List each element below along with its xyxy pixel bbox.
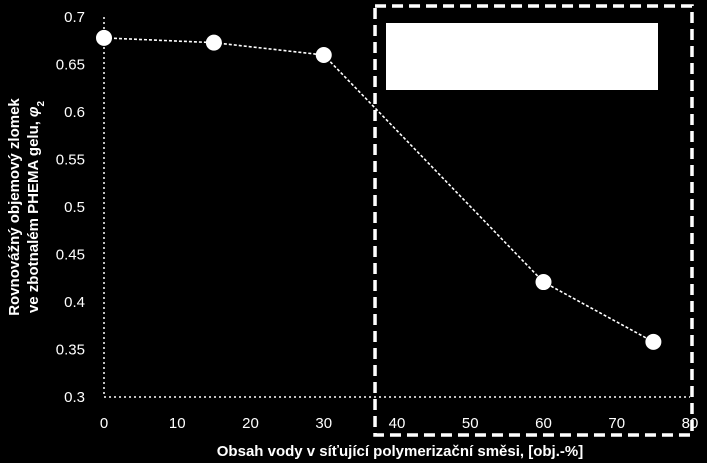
data-point bbox=[645, 333, 662, 350]
y-axis-title-line2-text: ve zbotnalém PHEMA gelu, bbox=[25, 121, 42, 313]
y-tick-label: 0.55 bbox=[56, 152, 85, 169]
data-point bbox=[315, 47, 332, 63]
highlight-region bbox=[373, 4, 694, 437]
y-axis-title-line2: ve zbotnalém PHEMA gelu, φ2 bbox=[25, 101, 47, 314]
x-tick-label: 0 bbox=[100, 415, 108, 432]
legend-placeholder-box bbox=[386, 23, 658, 90]
x-tick-label: 10 bbox=[169, 415, 186, 432]
x-tick-label: 50 bbox=[462, 415, 479, 432]
data-point bbox=[535, 274, 552, 291]
y-tick-label: 0.35 bbox=[56, 342, 85, 359]
y-tick-label: 0.7 bbox=[64, 9, 85, 26]
x-tick-label: 80 bbox=[682, 415, 699, 432]
x-tick-label: 30 bbox=[315, 415, 332, 432]
y-tick-label: 0.5 bbox=[64, 199, 85, 216]
y-tick-label: 0.65 bbox=[56, 57, 85, 74]
y-axis-title-line1: Rovnovážný objemový zlomek bbox=[6, 98, 23, 316]
x-tick-label: 60 bbox=[535, 415, 552, 432]
data-point bbox=[205, 34, 222, 51]
data-point bbox=[96, 29, 112, 46]
x-tick-label: 20 bbox=[242, 415, 259, 432]
y-tick-label: 0.4 bbox=[64, 294, 85, 311]
y-tick-label: 0.6 bbox=[64, 104, 85, 121]
x-tick-label: 70 bbox=[608, 415, 625, 432]
x-axis-title: Obsah vody v síťující polymerizační směs… bbox=[217, 443, 583, 460]
y-tick-label: 0.3 bbox=[64, 389, 85, 406]
x-tick-label: 40 bbox=[389, 415, 406, 432]
y-axis-symbol-subscript: 2 bbox=[36, 101, 47, 107]
y-tick-label: 0.45 bbox=[56, 247, 85, 264]
y-axis-symbol: φ bbox=[25, 106, 42, 117]
